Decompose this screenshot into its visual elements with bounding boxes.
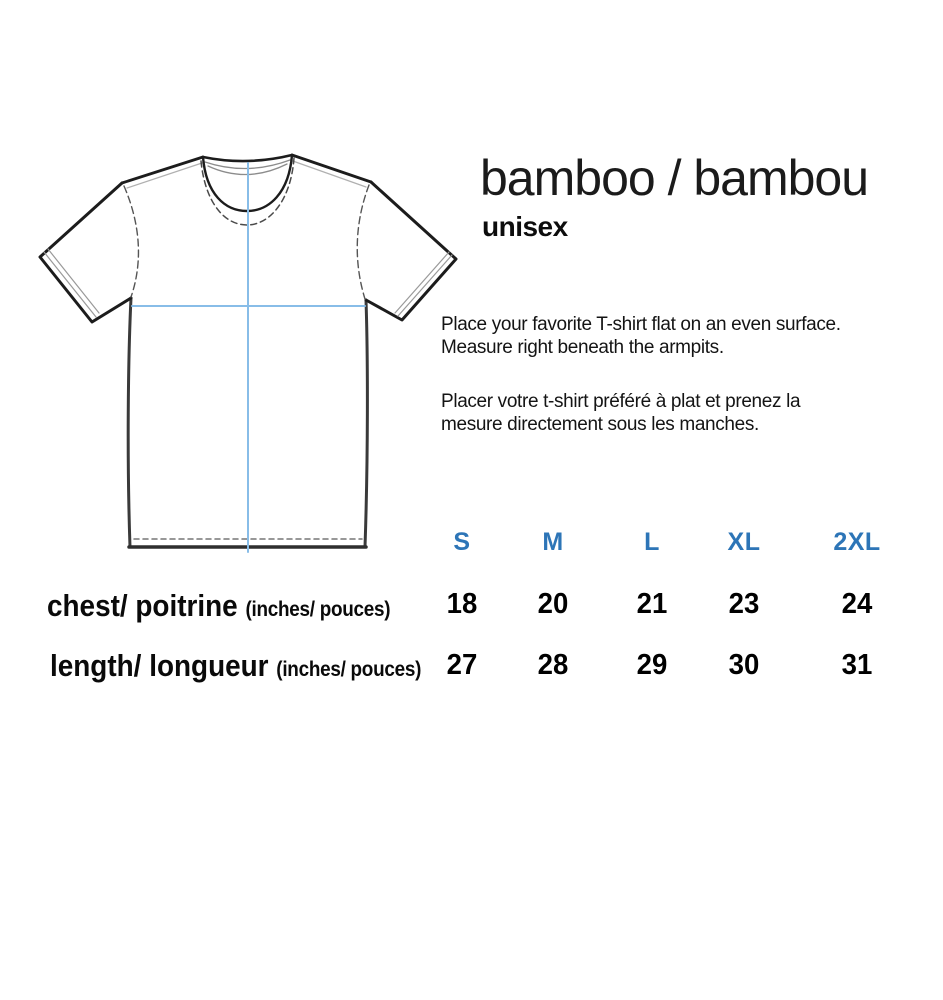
tshirt-left-shoulder xyxy=(120,155,205,185)
length-value-l: 29 xyxy=(636,649,668,681)
length-value-xl: 30 xyxy=(728,649,760,681)
chest-label-text: chest/ poitrine xyxy=(47,588,238,623)
page-title: bamboo / bambou xyxy=(480,150,869,206)
length-row-label: length/ longueur (inches/ pouces) xyxy=(50,650,421,681)
size-header-xl: XL xyxy=(727,528,761,556)
length-value-2xl: 31 xyxy=(841,649,873,681)
chest-row-label: chest/ poitrine (inches/ pouces) xyxy=(47,588,391,623)
tshirt-body-left-seam xyxy=(126,296,133,549)
size-header-s: S xyxy=(453,528,471,556)
tshirt-left-armhole-seam xyxy=(123,185,140,298)
tshirt-left-sleeve xyxy=(38,181,133,324)
length-value-s: 27 xyxy=(446,649,478,681)
chest-value-s: 18 xyxy=(446,588,478,620)
size-header-l: L xyxy=(644,528,660,556)
chest-value-xl: 23 xyxy=(728,588,760,620)
tshirt-collar-back xyxy=(201,153,294,163)
tshirt-body-right-seam xyxy=(363,298,369,549)
tshirt-right-armhole-seam xyxy=(356,184,370,300)
page-subtitle: unisex xyxy=(482,211,568,242)
length-label-text: length/ longueur xyxy=(50,648,269,683)
chest-value-2xl: 24 xyxy=(841,588,873,620)
chest-value-l: 21 xyxy=(636,588,668,620)
instructions-french: Placer votre t-shirt préféré à plat et p… xyxy=(441,391,801,435)
chest-label-unit: (inches/ pouces) xyxy=(245,598,391,621)
instructions-english: Place your favorite T-shirt flat on an e… xyxy=(441,314,841,358)
length-value-m: 28 xyxy=(537,649,569,681)
size-header-m: M xyxy=(542,528,564,556)
tshirt-right-sleeve xyxy=(364,180,458,322)
chest-value-m: 20 xyxy=(537,588,569,620)
length-label-unit: (inches/ pouces) xyxy=(276,658,422,681)
size-header-2xl: 2XL xyxy=(833,528,881,556)
tshirt-right-shoulder xyxy=(290,153,373,184)
